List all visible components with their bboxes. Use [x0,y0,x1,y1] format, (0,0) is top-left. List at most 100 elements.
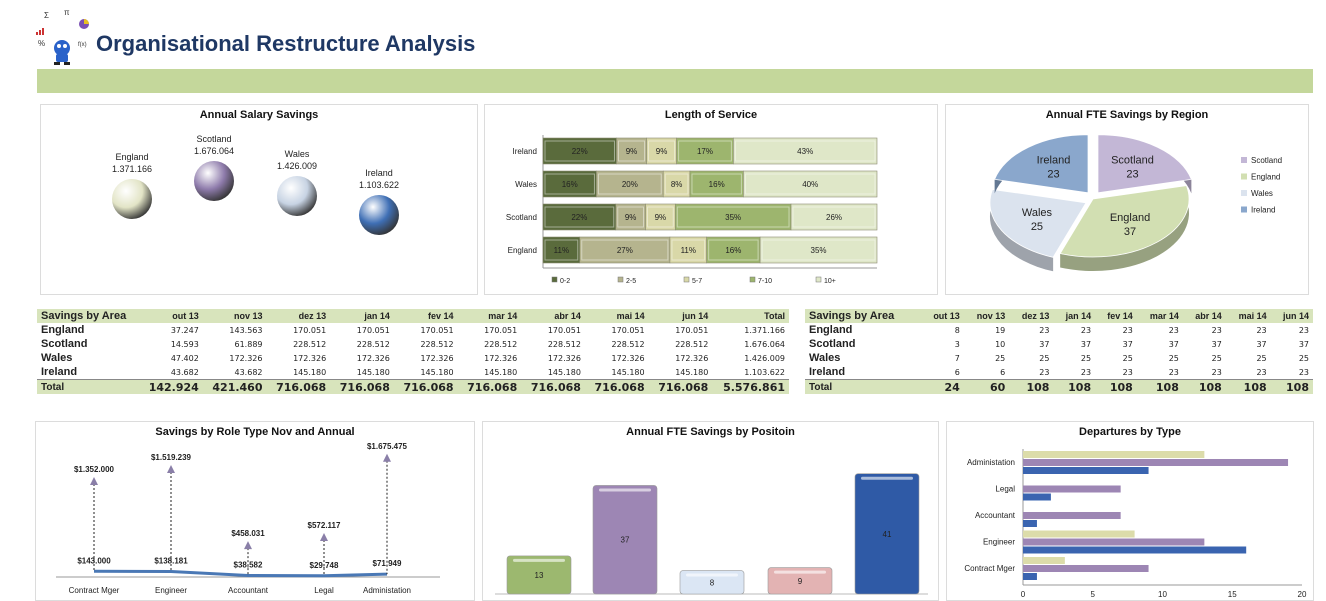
data-label: 16% [562,180,578,189]
hbar-administation [1023,467,1149,474]
legend-label: Ireland [1251,206,1275,215]
table-cell: 5.576.861 [712,379,789,394]
header-band [37,69,1313,93]
table-cell: 108 [1225,379,1271,394]
pie-label: England [1110,212,1150,224]
table-cell: 108 [1009,379,1054,394]
legend-label: Wales [1251,189,1273,198]
bubble-chart: England 1.371.166 Scotland 1.676.064 Wales 1.… [112,134,399,235]
table-cell: 172.326 [356,353,390,363]
category-label: Wales [515,180,537,189]
table-cell: 23 [1256,325,1267,335]
tick-label: 15 [1228,590,1237,599]
table-cell: fev 14 [393,309,458,323]
column-highlight [686,573,738,577]
table-cell: 25 [1122,353,1133,363]
legend-label: Scotland [1251,156,1282,165]
hbar-contract-mger [1023,557,1065,564]
bubble-wales [277,176,317,216]
table-cell: 6 [1000,367,1006,377]
bubble-scotland [194,161,234,201]
pie-slice-scotland [1097,134,1192,194]
table-row: England 8 19 23 23 23 23 23 23 23 [805,323,1313,337]
bubble-value: 1.426.009 [277,161,317,171]
hbar-engineer [1023,546,1247,554]
table-cell: Total [712,309,789,323]
stacked-bar-chart: Ireland 22% 9% 9% 17% 43% Wales 16% 20% 8% 16% 40% S… [506,135,878,285]
table-cell: 14.593 [170,339,199,349]
table-row: Scotland 14.593 61.889 228.512 228.512 228.51… [37,337,789,351]
legend-label: 2-5 [626,278,636,285]
segment-2-5 [616,137,647,165]
table-cell: 1.103.622 [744,367,785,377]
column-highlight [774,570,826,574]
segment-highlight [792,206,876,228]
table-row: Scotland 3 10 37 37 37 37 37 37 37 [805,337,1313,351]
segment-highlight [544,239,579,261]
segment-highlight [597,173,662,195]
segment-highlight [761,239,876,261]
table-cell: 108 [1270,379,1313,394]
column-highlight [861,476,913,480]
data-label: 17% [697,147,713,156]
legend-swatch [551,276,558,283]
bubble-england [112,179,152,219]
nov-label: $143.000 [77,556,111,565]
table-cell: 170.051 [420,325,454,335]
table-cell: 3 [954,339,960,349]
hbar-accountant [1023,512,1121,519]
data-label: 16% [709,180,725,189]
table-cell: 37 [1256,339,1267,349]
table-cell: 10 [995,339,1006,349]
chart-title: Savings by Role Type Nov and Annual [155,426,355,438]
annual-marker [90,476,98,485]
row-label: Total [37,379,140,394]
data-label: 11% [681,246,696,255]
row-label: Savings by Area [37,309,140,323]
table-cell: 25 [1256,353,1267,363]
hbar-administation [1023,459,1289,466]
table-cell: 108 [1182,379,1226,394]
legend-label: 0-2 [560,278,570,285]
table-row: Ireland 6 6 23 23 23 23 23 23 23 [805,365,1313,380]
annual-label: $1.352.000 [74,465,115,474]
table-cell: 170.051 [611,325,645,335]
annual-marker [383,453,391,462]
pie-chart: Scotland 23 England 37 Wales 25 Ireland 23 Scotl… [989,134,1282,272]
legend-swatch [749,276,756,283]
segment-5-7 [645,203,676,231]
table-cell: 145.180 [420,367,454,377]
table-cell: 23 [1256,367,1267,377]
svg-text:π: π [64,8,70,17]
table-cell: 23 [1168,325,1179,335]
table-cell: 23 [1298,367,1309,377]
segment-7-10 [676,137,734,165]
salary-savings-table: Savings by Area out 13 nov 13 dez 13 jan 14 f… [37,309,789,394]
segment-highlight [648,140,676,162]
bubble-value: 1.103.622 [359,180,399,190]
row-label: Wales [809,352,841,364]
table-cell: 421.460 [202,379,267,394]
tick-label: 0 [1021,590,1026,599]
table-cell: jan 14 [1053,309,1096,323]
table-cell: 228.512 [293,339,327,349]
data-label: 26% [826,213,842,222]
column-highlight [513,558,565,562]
table-cell: 37 [1298,339,1309,349]
segment-highlight [691,173,742,195]
table-cell: 145.180 [356,367,390,377]
table-cell: jun 14 [648,309,713,323]
hbar-legal [1023,493,1051,501]
pie-slice-side [989,189,1054,272]
category-label: Scotland [506,213,537,222]
legend-label: 10+ [824,278,836,285]
segment-highlight [671,239,706,261]
chart-title: Departures by Type [1079,426,1181,438]
hbar-engineer [1023,530,1135,538]
table-cell: 170.051 [547,325,581,335]
pie-slice-side [1060,185,1189,271]
segment-10+ [790,203,878,231]
segment-highlight [544,206,615,228]
table-header-row: Savings by Area out 13 nov 13 dez 13 jan 14 f… [37,309,789,323]
table-cell: 37.247 [170,325,199,335]
